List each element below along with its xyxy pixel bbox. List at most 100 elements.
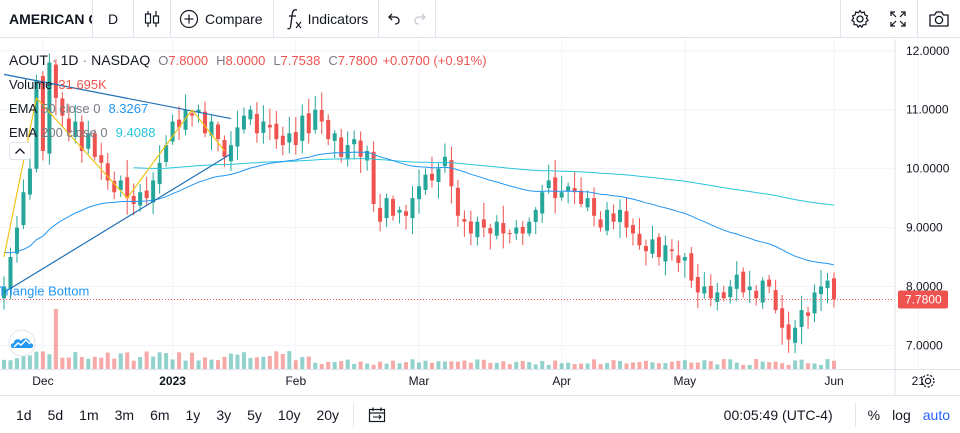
gear-icon bbox=[851, 9, 869, 28]
price-chart[interactable]: Triangle Bottom 12.0000 11.0000 10.0000 9.0… bbox=[0, 39, 960, 369]
candle-body bbox=[60, 98, 65, 116]
volume-bar bbox=[585, 363, 590, 369]
volume-bar bbox=[812, 363, 817, 369]
candle-body bbox=[144, 190, 149, 199]
candle-body bbox=[313, 109, 318, 130]
gear-icon-hub bbox=[924, 377, 932, 385]
fullscreen-icon bbox=[890, 11, 906, 27]
interval-button[interactable]: D bbox=[107, 10, 119, 27]
candle-body bbox=[280, 135, 285, 146]
settings-button[interactable] bbox=[841, 0, 879, 38]
volume-bar bbox=[721, 359, 726, 369]
range-10y-button[interactable]: 10y bbox=[277, 406, 301, 423]
volume-bar bbox=[391, 360, 396, 369]
candle-body bbox=[825, 280, 830, 289]
ema200-line bbox=[133, 158, 835, 206]
legend-low-value: 7.7538 bbox=[280, 52, 321, 68]
x-tick-label: Jun bbox=[824, 374, 843, 388]
volume-bar bbox=[248, 357, 253, 369]
chart-style-button[interactable] bbox=[134, 0, 170, 38]
legend-ema50-value: 8.3267 bbox=[108, 100, 149, 116]
bottom-right-group: 00:05:49 (UTC-4) % log auto bbox=[724, 396, 960, 433]
tradingview-logo[interactable] bbox=[6, 329, 38, 357]
candle-body bbox=[618, 209, 623, 223]
range-5y-button[interactable]: 5y bbox=[247, 406, 262, 423]
legend-symbol: AOUT bbox=[9, 52, 48, 68]
pattern-drawing[interactable]: Triangle Bottom bbox=[0, 73, 232, 298]
range-1d-button[interactable]: 1d bbox=[16, 406, 32, 423]
x-tick-label: 21 bbox=[912, 374, 926, 388]
redo-button[interactable] bbox=[407, 0, 435, 38]
compare-button[interactable]: Compare bbox=[171, 0, 273, 38]
candle-body bbox=[637, 233, 642, 246]
range-1m-button[interactable]: 1m bbox=[79, 406, 99, 423]
y-tick-label: 11.0000 bbox=[906, 103, 949, 117]
range-1y-button[interactable]: 1y bbox=[185, 406, 201, 423]
legend-low-label: L bbox=[273, 52, 281, 68]
candle-body bbox=[261, 121, 266, 133]
auto-scale-button[interactable]: auto bbox=[922, 407, 950, 423]
candle-body bbox=[656, 237, 661, 258]
toolbar-divider bbox=[917, 0, 918, 38]
candle-body bbox=[416, 186, 422, 200]
symbol-search-button[interactable]: AMERICAN OUTDOOR BRANDS bbox=[9, 10, 92, 27]
volume-bar bbox=[138, 357, 143, 369]
volume-bar bbox=[488, 362, 493, 369]
candle-body bbox=[209, 121, 214, 136]
pattern-zigzag-line bbox=[191, 109, 225, 152]
volume-bar bbox=[793, 360, 798, 369]
candle-body bbox=[14, 227, 19, 254]
candle-body bbox=[125, 177, 130, 199]
volume-bar bbox=[637, 362, 642, 369]
candle-body bbox=[786, 324, 791, 340]
candle-body bbox=[138, 192, 143, 206]
volume-bar bbox=[831, 360, 837, 369]
percent-scale-button[interactable]: % bbox=[867, 407, 881, 423]
volume-bar bbox=[734, 362, 739, 369]
x-tick-label: Mar bbox=[409, 374, 430, 388]
volume-bar bbox=[494, 362, 499, 369]
volume-bar bbox=[105, 352, 110, 369]
volume-bar bbox=[682, 360, 687, 369]
volume-bar bbox=[53, 309, 58, 369]
volume-bar bbox=[533, 364, 538, 369]
log-scale-button[interactable]: log bbox=[892, 407, 911, 423]
volume-bar bbox=[170, 359, 175, 369]
candle-body bbox=[371, 151, 376, 204]
volume-bar bbox=[618, 360, 623, 369]
volume-bar bbox=[177, 352, 182, 369]
volume-bar bbox=[196, 360, 201, 369]
volume-bar bbox=[501, 361, 506, 369]
toolbar-divider bbox=[840, 0, 841, 38]
range-5d-button[interactable]: 5d bbox=[47, 406, 64, 423]
go-to-date-button[interactable] bbox=[360, 396, 394, 433]
candle-body bbox=[40, 76, 45, 151]
pattern-label: Triangle Bottom bbox=[0, 283, 89, 298]
time-axis[interactable]: Dec 2023 Feb Mar Apr May Jun 21 bbox=[0, 369, 960, 395]
undo-button[interactable] bbox=[379, 0, 407, 38]
timezone-clock[interactable]: 00:05:49 (UTC-4) bbox=[723, 407, 833, 423]
candle-body bbox=[378, 207, 383, 222]
volume-bar bbox=[442, 361, 447, 369]
candle-body bbox=[747, 286, 752, 291]
candle-body bbox=[183, 109, 188, 130]
volume-bar bbox=[300, 357, 305, 369]
candle-body bbox=[190, 113, 195, 116]
legend-collapse-button[interactable] bbox=[9, 142, 31, 160]
y-tick-label: 9.0000 bbox=[906, 221, 943, 235]
indicators-button[interactable]: Indicators bbox=[274, 0, 379, 38]
range-3m-button[interactable]: 3m bbox=[114, 406, 135, 423]
range-6m-button[interactable]: 6m bbox=[150, 406, 170, 423]
volume-bar bbox=[669, 361, 674, 369]
legend-volume-label: Volume bbox=[9, 76, 53, 92]
range-20y-button[interactable]: 20y bbox=[316, 406, 340, 423]
fullscreen-button[interactable] bbox=[879, 0, 917, 38]
volume-bar bbox=[157, 352, 162, 369]
legend-ema50-row: EMA 50 close 0 8.3267 bbox=[9, 96, 487, 120]
snapshot-button[interactable] bbox=[918, 0, 960, 38]
volume-bar bbox=[786, 364, 791, 369]
candle-body bbox=[475, 221, 480, 238]
range-3y-button[interactable]: 3y bbox=[216, 406, 232, 423]
candle-body bbox=[66, 118, 71, 134]
volume-bar bbox=[416, 362, 422, 369]
